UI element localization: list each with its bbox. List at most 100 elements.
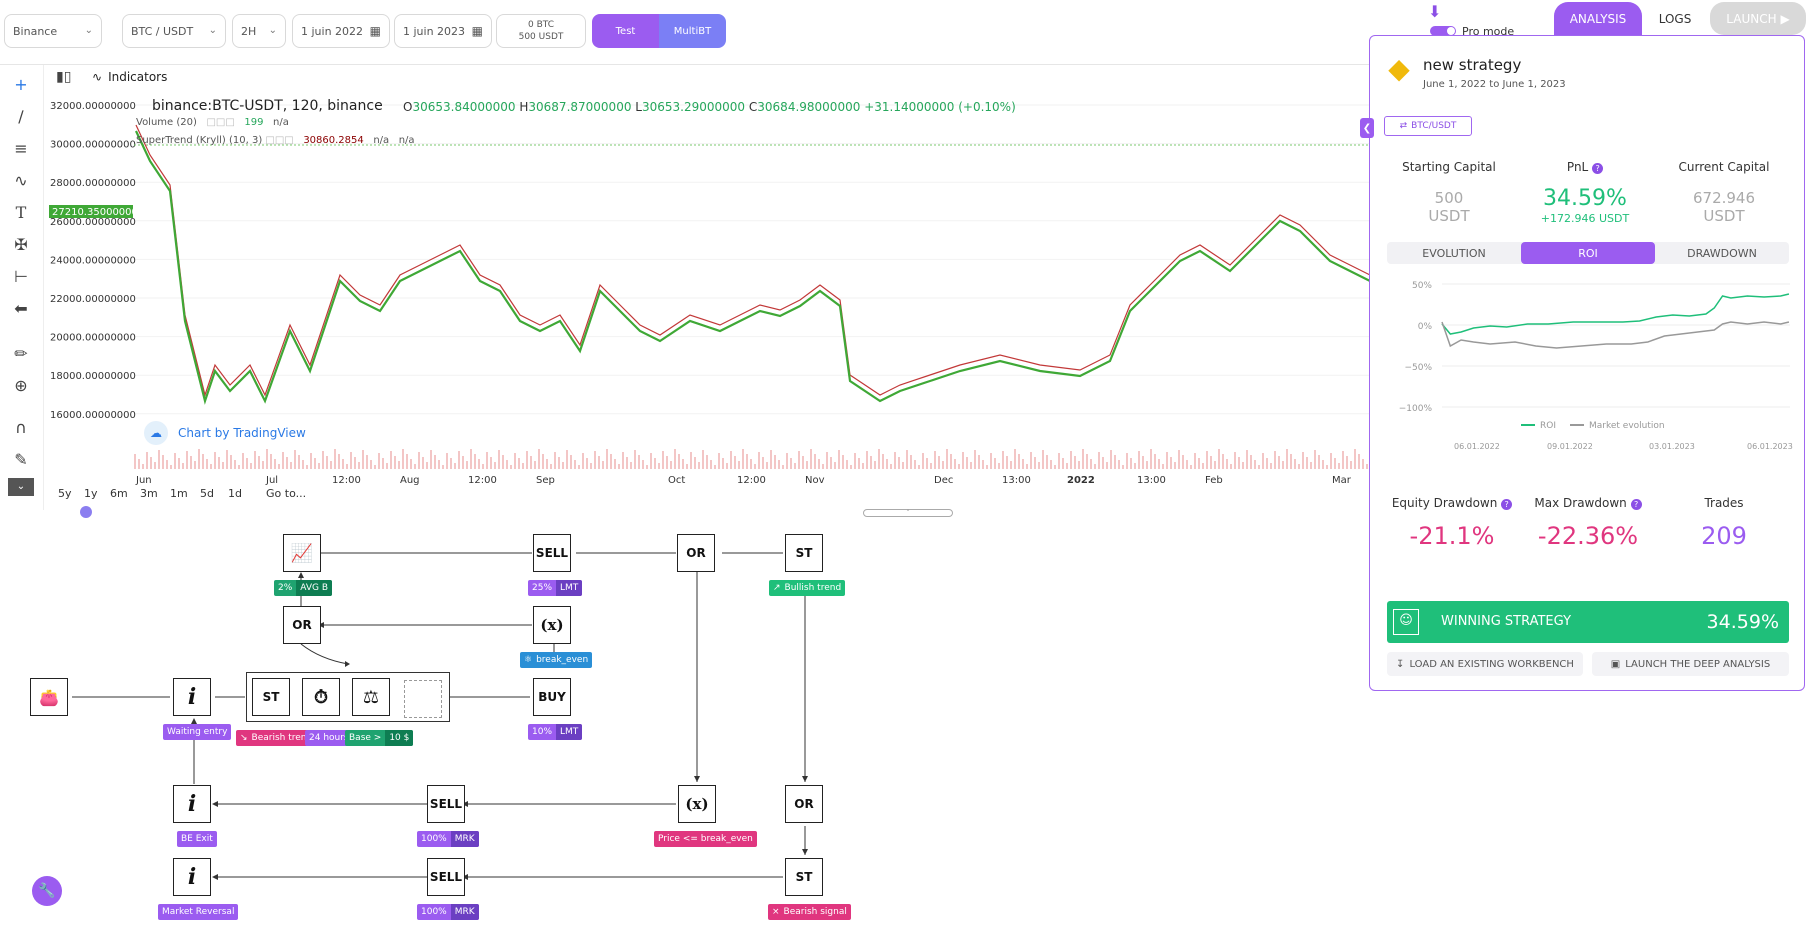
indicator-node[interactable]: 📈 <box>283 534 321 572</box>
wallet-node[interactable]: 👛 <box>30 678 68 716</box>
load-workbench-button[interactable]: ↧ LOAD AN EXISTING WORKBENCH <box>1387 652 1583 676</box>
fib-icon[interactable]: ≡ <box>14 139 28 158</box>
analysis-panel: ❮ ◆ new strategy June 1, 2022 to June 1,… <box>1360 35 1805 691</box>
goto-button[interactable]: Go to... <box>266 487 307 500</box>
sell-limit-label-1[interactable]: 25% LMT <box>528 580 583 596</box>
trendline-icon[interactable]: ∕ <box>18 107 24 126</box>
back-arrow-icon[interactable]: ⬅ <box>14 299 28 318</box>
range-6m[interactable]: 6m <box>110 487 128 500</box>
ruler-icon[interactable]: ✏ <box>14 344 28 363</box>
pro-mode-toggle[interactable] <box>1430 26 1456 36</box>
range-3m[interactable]: 3m <box>140 487 158 500</box>
workflow-canvas[interactable]: 📈 2% AVG B SELL 25% LMT OR ST ↗ Bullish tre… <box>0 514 1370 932</box>
balance-node[interactable]: ⚖ <box>352 678 390 716</box>
current-price-label: 27210.35000000 <box>52 207 138 218</box>
st-node-1[interactable]: ST <box>785 534 823 572</box>
range-1y[interactable]: 1y <box>84 487 98 500</box>
or-node-2[interactable]: OR <box>283 606 321 644</box>
launch-button[interactable]: LAUNCH ▶ <box>1710 2 1806 35</box>
tab-evolution[interactable]: EVOLUTION <box>1422 246 1486 260</box>
resize-handle[interactable]: ˄ <box>863 509 953 517</box>
crosshair-icon[interactable]: + <box>14 75 28 94</box>
avg-buy-label[interactable]: 2% AVG B <box>274 580 333 596</box>
tab-roi[interactable]: ROI <box>1521 242 1655 264</box>
st-node-main[interactable]: ST <box>252 678 290 716</box>
brush-icon[interactable]: ∿ <box>14 171 28 190</box>
duration-label[interactable]: 24 hours <box>305 730 353 746</box>
text-icon[interactable]: T <box>15 203 27 222</box>
exchange-select[interactable]: Binance ⌄ <box>4 14 102 48</box>
volume-bar <box>278 464 280 469</box>
range-slider-handle[interactable] <box>80 506 92 518</box>
pair-tag[interactable]: ⇄ BTC/USDT <box>1384 116 1472 136</box>
waiting-entry-label[interactable]: Waiting entry <box>163 724 232 740</box>
wrench-icon[interactable]: 🔧 <box>32 876 62 906</box>
bearish-signal-label[interactable]: × Bearish signal <box>768 904 851 920</box>
range-1m[interactable]: 1m <box>170 487 188 500</box>
volume-bar <box>1058 453 1060 469</box>
price-chart[interactable]: ▮▯ ∿ Indicators 32000.00000000 30000.00000… <box>0 64 1370 518</box>
prediction-icon[interactable]: ⊢ <box>14 267 28 286</box>
info-node-entry[interactable]: i <box>173 678 211 716</box>
launch-deep-analysis-button[interactable]: ▣ LAUNCH THE DEEP ANALYSIS <box>1592 652 1789 676</box>
tab-logs[interactable]: LOGS <box>1658 11 1692 26</box>
volume-bar <box>1226 459 1228 469</box>
indicators-button[interactable]: ∿ Indicators <box>92 70 167 84</box>
sell-node-3[interactable]: SELL <box>427 858 465 896</box>
magnet-icon[interactable]: ∩ <box>15 418 27 437</box>
st-node-3[interactable]: ST <box>785 858 823 896</box>
info-node-reversal[interactable]: i <box>173 858 211 896</box>
volume-bar <box>922 453 924 469</box>
collapse-panel-icon[interactable]: ❮ <box>1360 118 1374 138</box>
range-5y[interactable]: 5y <box>58 487 72 500</box>
market-reversal-label[interactable]: Market Reversal <box>158 904 239 920</box>
pattern-icon[interactable]: ✠ <box>14 235 28 254</box>
test-mode-button[interactable]: Test <box>592 14 659 48</box>
volume-bar <box>1050 460 1052 469</box>
volume-bar <box>906 450 908 469</box>
sell-node-1[interactable]: SELL <box>533 534 571 572</box>
volume-bar <box>870 456 872 469</box>
range-5d[interactable]: 5d <box>200 487 214 500</box>
tab-drawdown[interactable]: DRAWDOWN <box>1687 246 1757 260</box>
end-date-field[interactable]: 1 juin 2023 ▦ <box>394 14 492 48</box>
tradingview-watermark[interactable]: ☁ Chart by TradingView <box>144 421 306 445</box>
sell-market-label-1[interactable]: 100% MRK <box>417 831 479 847</box>
sell-market-label-2[interactable]: 100% MRK <box>417 904 479 920</box>
help-icon[interactable]: ? <box>1592 163 1604 174</box>
base-label[interactable]: Base >10 $ <box>345 730 414 746</box>
variable-node-1[interactable]: (x) <box>533 606 571 644</box>
help-icon[interactable]: ? <box>1501 499 1513 510</box>
timeframe-select[interactable]: 2H ⌄ <box>232 14 286 48</box>
bearish-trend-label[interactable]: ↘ Bearish trend <box>236 730 317 746</box>
empty-slot[interactable] <box>404 680 442 718</box>
collapse-icon[interactable]: ⌄ <box>8 478 34 496</box>
volume-bar <box>486 452 488 469</box>
download-icon[interactable]: ⬇ <box>1428 2 1442 21</box>
zoom-icon[interactable]: ⊕ <box>14 376 28 395</box>
help-icon[interactable]: ? <box>1630 499 1642 510</box>
pair-select[interactable]: BTC / USDT ⌄ <box>122 14 226 48</box>
variable-node-2[interactable]: (x) <box>678 785 716 823</box>
multibt-mode-button[interactable]: MultiBT <box>659 14 726 48</box>
current-capital-unit: USDT <box>1703 207 1745 225</box>
buy-limit-label[interactable]: 10% LMT <box>528 724 583 740</box>
info-node-be-exit[interactable]: i <box>173 785 211 823</box>
bullish-trend-label[interactable]: ↗ Bullish trend <box>769 580 846 596</box>
start-date-field[interactable]: 1 juin 2022 ▦ <box>292 14 390 48</box>
range-1d[interactable]: 1d <box>228 487 242 500</box>
volume-bar <box>134 454 136 469</box>
lock-draw-icon[interactable]: ✎ <box>14 450 28 469</box>
tab-analysis[interactable]: ANALYSIS <box>1554 2 1642 35</box>
price-break-even-label[interactable]: Price <= break_even <box>654 831 757 847</box>
timer-node[interactable]: ⏱ <box>302 678 340 716</box>
volume-bar <box>1094 464 1096 469</box>
buy-node[interactable]: BUY <box>533 678 571 716</box>
candles-icon[interactable]: ▮▯ <box>56 69 72 85</box>
or-node-1[interactable]: OR <box>677 534 715 572</box>
or-node-3[interactable]: OR <box>785 785 823 823</box>
info-icon: i <box>187 791 197 817</box>
be-exit-label[interactable]: BE Exit <box>177 831 217 847</box>
break-even-label[interactable]: ⚛ break_even <box>520 652 593 668</box>
sell-node-2[interactable]: SELL <box>427 785 465 823</box>
